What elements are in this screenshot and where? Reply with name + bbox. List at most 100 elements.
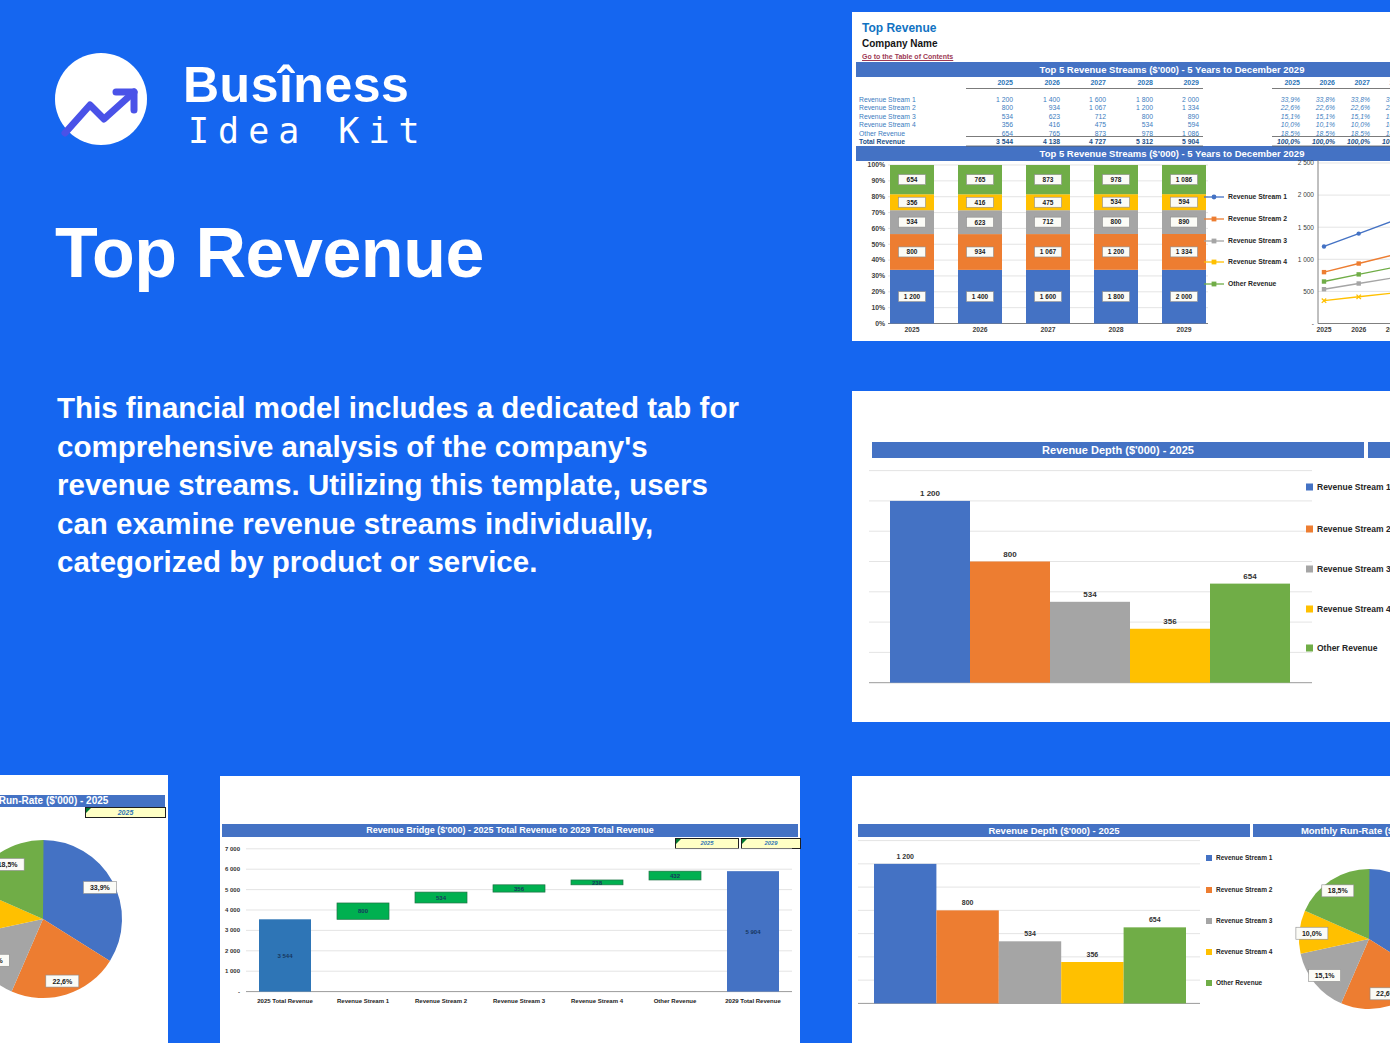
svg-text:800: 800 [907,248,918,255]
svg-text:15,1%: 15,1% [1315,972,1336,980]
svg-text:765: 765 [975,176,986,183]
bridge-chart: -1 0002 0003 0004 0005 0006 0007 0003 54… [220,776,800,1043]
svg-text:0%: 0% [875,320,885,327]
svg-text:873: 873 [1043,176,1054,183]
runrate-pie-panel: Monthly Run-Rate ($'000) - 2025 2025 33,… [0,775,168,1043]
svg-text:416: 416 [1049,121,1061,128]
svg-text:10,0%: 10,0% [1302,930,1323,938]
svg-text:594: 594 [1188,121,1200,128]
svg-text:18,5%: 18,5% [1316,130,1335,137]
svg-text:2025: 2025 [1316,326,1331,333]
svg-text:356: 356 [1163,617,1177,626]
svg-text:5 312: 5 312 [1136,138,1153,145]
svg-text:18,5%: 18,5% [1328,887,1349,895]
svg-text:Revenue Stream 2: Revenue Stream 2 [1228,215,1287,222]
svg-text:Other Revenue: Other Revenue [859,130,905,137]
svg-text:890: 890 [1188,113,1200,120]
svg-text:10,1%: 10,1% [1316,121,1335,128]
svg-text:15,1%: 15,1% [1281,113,1300,120]
svg-text:Revenue Stream 1: Revenue Stream 1 [1317,482,1390,492]
revenue-bridge-panel: Revenue Bridge ($'000) - 2025 Total Reve… [220,776,800,1043]
svg-text:654: 654 [907,176,918,183]
svg-text:10,0%: 10,0% [1281,121,1300,128]
brand-subname: Idea Kit [188,111,429,151]
svg-text:3 000: 3 000 [225,927,241,933]
svg-text:20%: 20% [871,288,885,295]
depth-runrate-charts: 1 200800534356654Revenue Stream 1Revenue… [852,776,1390,1043]
svg-text:7 000: 7 000 [225,846,241,852]
svg-text:1 200: 1 200 [920,489,941,498]
svg-text:33,8%: 33,8% [1316,96,1335,103]
svg-text:Revenue Stream 2: Revenue Stream 2 [415,998,468,1004]
svg-text:22,6%: 22,6% [1350,104,1370,111]
svg-text:Revenue Stream 1: Revenue Stream 1 [859,96,916,103]
svg-text:356: 356 [907,199,918,206]
svg-text:100,0%: 100,0% [1277,138,1300,146]
svg-text:33,9%: 33,9% [1281,96,1300,103]
svg-text:2028: 2028 [1108,326,1123,333]
svg-text:33,9%: 33,9% [90,884,111,892]
svg-text:2 500: 2 500 [1298,159,1315,166]
svg-text:1 000: 1 000 [225,968,241,974]
svg-text:Revenue Stream 3: Revenue Stream 3 [1228,237,1287,244]
svg-text:60%: 60% [871,225,885,232]
svg-text:30%: 30% [871,272,885,279]
svg-text:1 086: 1 086 [1176,176,1193,183]
svg-text:Revenue Stream 4: Revenue Stream 4 [1228,258,1287,265]
svg-text:712: 712 [1043,218,1054,225]
svg-text:100,0%: 100,0% [1382,138,1390,146]
depth-chart: 1 200800534356654Revenue Stream 1Revenue… [852,391,1390,722]
svg-text:1 200: 1 200 [1136,104,1153,111]
svg-text:654: 654 [1149,916,1161,923]
svg-text:2 000: 2 000 [225,948,241,954]
trending-up-icon [55,53,147,145]
svg-text:534: 534 [1024,930,1036,937]
svg-text:90%: 90% [871,177,885,184]
svg-text:Revenue Stream 1: Revenue Stream 1 [1228,193,1287,200]
svg-text:416: 416 [975,199,986,206]
svg-text:432: 432 [670,873,681,879]
svg-text:Revenue Stream 3: Revenue Stream 3 [1216,917,1273,924]
svg-text:Revenue Stream 1: Revenue Stream 1 [337,998,390,1004]
svg-text:934: 934 [1049,104,1061,111]
svg-text:Revenue Stream 4: Revenue Stream 4 [571,998,624,1004]
svg-text:10,0%: 10,0% [1351,121,1370,128]
svg-text:2025 Total Revenue: 2025 Total Revenue [257,998,313,1004]
svg-text:800: 800 [1111,218,1122,225]
svg-text:712: 712 [1095,113,1107,120]
svg-text:40%: 40% [871,256,885,263]
svg-text:978: 978 [1111,176,1122,183]
svg-text:Revenue Stream 3: Revenue Stream 3 [1317,564,1390,574]
svg-text:2029: 2029 [1176,326,1191,333]
svg-text:356: 356 [1002,121,1014,128]
svg-text:1 334: 1 334 [1176,248,1193,255]
svg-text:623: 623 [975,219,986,226]
svg-text:654: 654 [1243,572,1257,581]
svg-text:1 600: 1 600 [1040,293,1057,300]
svg-text:1 500: 1 500 [1298,224,1315,231]
svg-text:Other Revenue: Other Revenue [654,998,697,1004]
svg-text:Total Revenue: Total Revenue [859,138,905,145]
svg-text:33,8%: 33,8% [1351,96,1370,103]
svg-text:15,1%: 15,1% [1316,113,1335,120]
svg-text:765: 765 [1049,130,1061,137]
svg-text:1 067: 1 067 [1089,104,1106,111]
svg-text:10%: 10% [871,304,885,311]
svg-text:70%: 70% [871,209,885,216]
svg-text:22,6%: 22,6% [1385,104,1390,111]
svg-text:2027: 2027 [1090,79,1106,86]
page-title: Top Revenue [55,213,484,293]
svg-text:2 000: 2 000 [1176,293,1193,300]
svg-text:3 544: 3 544 [277,953,293,959]
svg-text:534: 534 [1002,113,1014,120]
svg-text:18,5%: 18,5% [0,861,18,869]
depth-runrate-panel: Revenue Depth ($'000) - 2025 Monthly Run… [852,776,1390,1043]
svg-text:33,9%: 33,9% [1386,96,1390,103]
svg-text:2025: 2025 [1284,79,1300,86]
svg-text:1 800: 1 800 [1136,96,1153,103]
svg-text:22,6%: 22,6% [1280,104,1300,111]
svg-text:18,4%: 18,4% [1386,130,1390,137]
svg-text:800: 800 [358,908,369,914]
svg-text:594: 594 [1179,198,1190,205]
svg-text:1 800: 1 800 [1108,293,1125,300]
